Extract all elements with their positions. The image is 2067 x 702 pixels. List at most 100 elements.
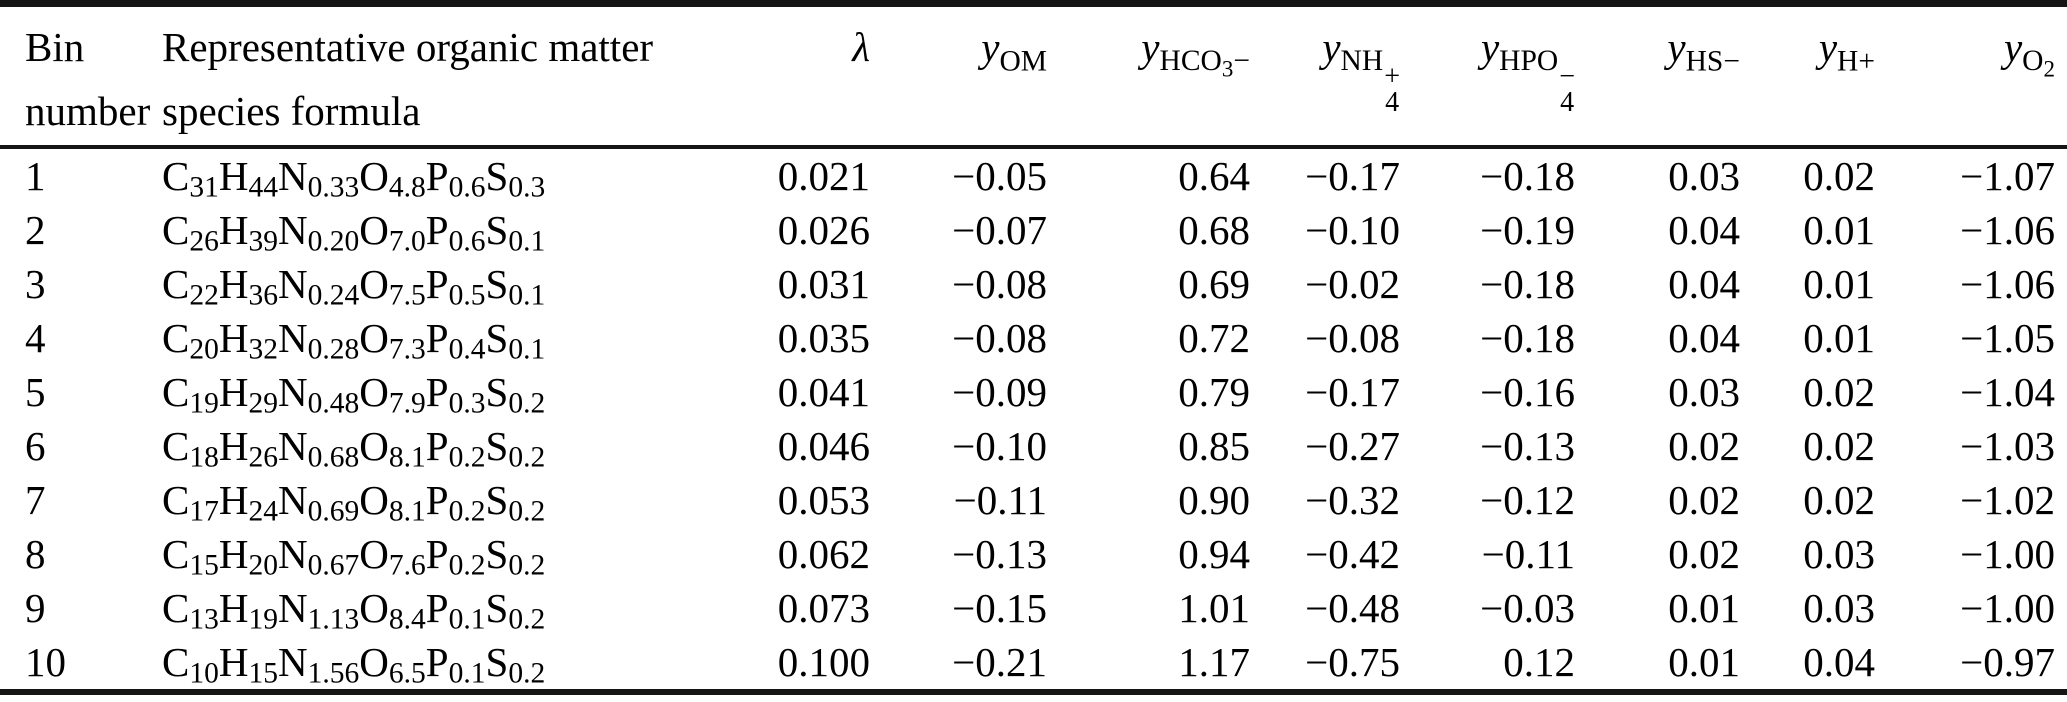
col-header-bin-number: Bin number — [0, 3, 162, 149]
cell-bin-number: 6 — [25, 423, 46, 469]
cell-lambda: 0.031 — [777, 261, 870, 307]
table-row: 1 C31H44N0.33O4.8P0.6S0.3 0.021 −0.05 0.64 −0… — [0, 147, 2067, 203]
cell-y-hpo4: −0.18 — [1480, 153, 1575, 199]
header-line: number — [25, 88, 151, 134]
col-header-y-hpo4: yHPO −4 — [1400, 3, 1575, 149]
cell-y-om: −0.15 — [952, 585, 1047, 631]
cell-y-hpo4: −0.16 — [1480, 369, 1575, 415]
cell-lambda: 0.046 — [777, 423, 870, 469]
header-line: species formula — [162, 88, 421, 134]
cell-bin-number: 8 — [25, 531, 46, 577]
cell-y-nh4: −0.48 — [1305, 585, 1400, 631]
cell-species-formula: C22H36N0.24O7.5P0.5S0.1 — [162, 261, 546, 312]
cell-bin-number: 9 — [25, 585, 46, 631]
cell-y-hco3: 0.72 — [1178, 315, 1250, 361]
cell-y-hpo4: −0.18 — [1480, 261, 1575, 307]
cell-lambda: 0.041 — [777, 369, 870, 415]
cell-y-hco3: 0.64 — [1178, 153, 1250, 199]
cell-y-o2: −1.00 — [1960, 585, 2055, 631]
cell-y-om: −0.05 — [952, 153, 1047, 199]
table-row: 6 C18H26N0.68O8.1P0.2S0.2 0.046 −0.10 0.85 −0… — [0, 419, 2067, 473]
cell-y-o2: −1.02 — [1960, 477, 2055, 523]
cell-y-h: 0.01 — [1803, 315, 1875, 361]
cell-bin-number: 3 — [25, 261, 46, 307]
cell-bin-number: 7 — [25, 477, 46, 523]
table-body: 1 C31H44N0.33O4.8P0.6S0.3 0.021 −0.05 0.64 −0… — [0, 147, 2067, 692]
cell-y-o2: −1.03 — [1960, 423, 2055, 469]
cell-y-hco3: 0.94 — [1178, 531, 1250, 577]
cell-y-hco3: 1.01 — [1178, 585, 1250, 631]
cell-y-h: 0.02 — [1803, 153, 1875, 199]
cell-bin-number: 2 — [25, 207, 46, 253]
cell-y-h: 0.03 — [1803, 585, 1875, 631]
cell-y-nh4: −0.32 — [1305, 477, 1400, 523]
col-header-y-om: yOM — [870, 3, 1047, 149]
cell-y-nh4: −0.02 — [1305, 261, 1400, 307]
cell-y-nh4: −0.17 — [1305, 153, 1400, 199]
cell-y-hco3: 0.79 — [1178, 369, 1250, 415]
table-row: 2 C26H39N0.20O7.0P0.6S0.1 0.026 −0.07 0.68 −0… — [0, 203, 2067, 257]
cell-species-formula: C13H19N1.13O8.4P0.1S0.2 — [162, 585, 546, 636]
cell-species-formula: C17H24N0.69O8.1P0.2S0.2 — [162, 477, 546, 528]
cell-y-hco3: 0.69 — [1178, 261, 1250, 307]
cell-y-hpo4: −0.11 — [1481, 531, 1575, 577]
table-header: Bin number Representative organic matter… — [0, 3, 2067, 149]
cell-y-o2: −1.06 — [1960, 207, 2055, 253]
cell-y-hs: 0.02 — [1668, 423, 1740, 469]
cell-y-nh4: −0.27 — [1305, 423, 1400, 469]
cell-y-om: −0.13 — [952, 531, 1047, 577]
table-row: 7 C17H24N0.69O8.1P0.2S0.2 0.053 −0.11 0.90 −0… — [0, 473, 2067, 527]
table-row: 5 C19H29N0.48O7.9P0.3S0.2 0.041 −0.09 0.79 −0… — [0, 365, 2067, 419]
cell-species-formula: C31H44N0.33O4.8P0.6S0.3 — [162, 153, 546, 204]
cell-y-nh4: −0.08 — [1305, 315, 1400, 361]
col-header-y-hco3: yHCO3− — [1047, 3, 1250, 149]
cell-y-hpo4: −0.19 — [1480, 207, 1575, 253]
cell-y-hpo4: −0.13 — [1480, 423, 1575, 469]
cell-y-hs: 0.04 — [1668, 261, 1740, 307]
cell-y-o2: −1.07 — [1960, 153, 2055, 199]
cell-y-om: −0.10 — [952, 423, 1047, 469]
cell-y-h: 0.04 — [1803, 639, 1875, 685]
cell-bin-number: 1 — [25, 153, 46, 199]
cell-lambda: 0.073 — [777, 585, 870, 631]
cell-y-hs: 0.01 — [1668, 585, 1740, 631]
cell-y-o2: −1.00 — [1960, 531, 2055, 577]
cell-species-formula: C26H39N0.20O7.0P0.6S0.1 — [162, 207, 546, 258]
col-header-y-hs: yHS− — [1575, 3, 1740, 149]
cell-y-hco3: 0.90 — [1178, 477, 1250, 523]
table-row: 8 C15H20N0.67O7.6P0.2S0.2 0.062 −0.13 0.94 −0… — [0, 527, 2067, 581]
cell-y-hs: 0.03 — [1668, 153, 1740, 199]
col-header-formula: Representative organic matter species fo… — [162, 3, 700, 149]
col-header-y-o2: yO2 — [1875, 3, 2067, 149]
cell-species-formula: C18H26N0.68O8.1P0.2S0.2 — [162, 423, 546, 474]
col-header-y-nh4: yNH +4 — [1250, 3, 1400, 149]
cell-y-hs: 0.04 — [1668, 315, 1740, 361]
cell-species-formula: C19H29N0.48O7.9P0.3S0.2 — [162, 369, 546, 420]
cell-y-om: −0.21 — [952, 639, 1047, 685]
cell-bin-number: 5 — [25, 369, 46, 415]
cell-y-om: −0.07 — [952, 207, 1047, 253]
cell-y-hco3: 0.85 — [1178, 423, 1250, 469]
cell-y-nh4: −0.10 — [1305, 207, 1400, 253]
cell-y-o2: −1.06 — [1960, 261, 2055, 307]
cell-lambda: 0.026 — [777, 207, 870, 253]
cell-y-om: −0.08 — [952, 261, 1047, 307]
cell-species-formula: C20H32N0.28O7.3P0.4S0.1 — [162, 315, 546, 366]
cell-lambda: 0.035 — [777, 315, 870, 361]
cell-lambda: 0.053 — [777, 477, 870, 523]
cell-y-o2: −1.04 — [1960, 369, 2055, 415]
cell-y-h: 0.03 — [1803, 531, 1875, 577]
cell-y-hpo4: −0.03 — [1480, 585, 1575, 631]
cell-y-hpo4: 0.12 — [1503, 639, 1575, 685]
cell-lambda: 0.062 — [777, 531, 870, 577]
cell-y-hpo4: −0.12 — [1480, 477, 1575, 523]
header-line: Representative organic matter — [162, 24, 654, 70]
cell-y-h: 0.01 — [1803, 261, 1875, 307]
cell-bin-number: 10 — [25, 639, 66, 685]
cell-y-hs: 0.01 — [1668, 639, 1740, 685]
cell-y-om: −0.08 — [952, 315, 1047, 361]
cell-bin-number: 4 — [25, 315, 46, 361]
cell-species-formula: C15H20N0.67O7.6P0.2S0.2 — [162, 531, 546, 582]
col-header-y-h: yH+ — [1740, 3, 1875, 149]
